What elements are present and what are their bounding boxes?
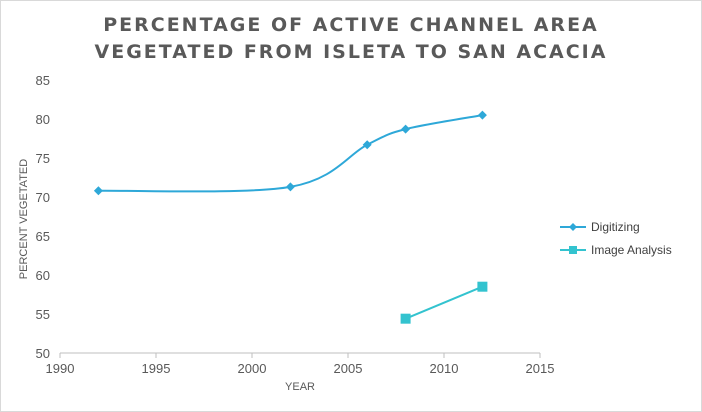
digitizing-data-point: [477, 110, 487, 120]
y-tick-label: 60: [36, 268, 50, 283]
digitizing-data-point: [362, 140, 372, 150]
y-tick-label: 55: [36, 307, 50, 322]
image-analysis-data-point: [400, 313, 411, 324]
digitizing-data-point: [401, 124, 411, 134]
y-tick-label: 80: [36, 112, 50, 127]
x-tick-label: 1995: [142, 361, 171, 376]
digitizing-data-point: [93, 186, 103, 196]
y-tick-label: 70: [36, 190, 50, 205]
y-tick-label: 65: [36, 229, 50, 244]
legend-digitizing-label: Digitizing: [591, 220, 640, 234]
chart-title: PERCENTAGE OF ACTIVE CHANNEL AREA VEGETA…: [0, 12, 702, 66]
x-tick-label: 2005: [334, 361, 363, 376]
x-tick-label: 2010: [430, 361, 459, 376]
legend-image-analysis-marker: [569, 246, 577, 254]
y-axis-title: PERCENT VEGETATED: [18, 159, 30, 279]
image-analysis-data-point: [477, 281, 488, 292]
y-tick-label: 50: [36, 346, 50, 361]
chart-title-line-1: PERCENTAGE OF ACTIVE CHANNEL AREA: [103, 14, 599, 36]
x-tick-label: 2000: [238, 361, 267, 376]
digitizing-data-point: [285, 182, 295, 192]
x-axis-title: YEAR: [285, 381, 315, 393]
legend-digitizing-marker: [569, 223, 577, 231]
legend-image-analysis-label: Image Analysis: [591, 243, 672, 257]
y-tick-label: 85: [36, 73, 50, 88]
digitizing-series-line: [98, 114, 483, 193]
x-tick-label: 2015: [526, 361, 555, 376]
x-tick-label: 1990: [46, 361, 75, 376]
y-tick-label: 75: [36, 151, 50, 166]
image-analysis-series-line: [405, 285, 483, 320]
chart-title-line-2: VEGETATED FROM ISLETA TO SAN ACACIA: [94, 41, 608, 63]
